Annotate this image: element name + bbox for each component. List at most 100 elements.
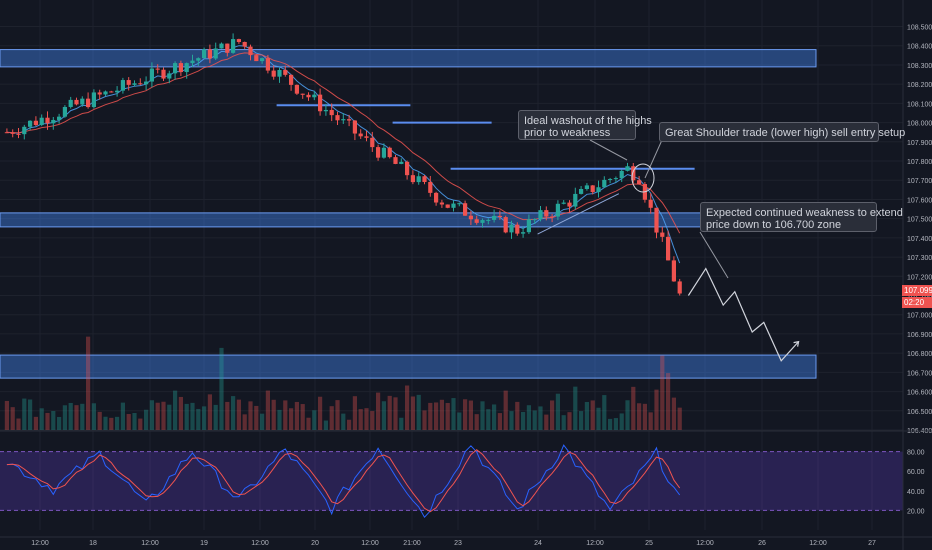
resistance-lines [276, 104, 695, 235]
volume-bar [277, 409, 282, 430]
pointer-washout [589, 139, 628, 161]
volume-bar [167, 404, 172, 430]
time-tick-label: 26 [758, 540, 766, 547]
volume-bar [497, 413, 502, 430]
volume-bar [416, 394, 421, 430]
candle-body [619, 170, 624, 179]
annotation-expected-line-2: price down to 106.700 zone [706, 219, 842, 231]
volume-bar [225, 401, 230, 430]
candle-body [167, 73, 172, 79]
volume-bar [660, 355, 665, 430]
volume-bar [625, 400, 630, 430]
candle-body [434, 192, 439, 203]
annotation-shoulder[interactable]: Great Shoulder trade (lower high) sell e… [659, 122, 905, 142]
candle-body [509, 224, 514, 233]
stoch-tick-label: 60.00 [907, 469, 925, 476]
candle-body [660, 232, 665, 237]
volume-bar [341, 413, 346, 430]
candle-body [637, 180, 642, 185]
candle-body [207, 49, 212, 59]
price-tick-label: 107.200 [907, 274, 932, 281]
volume-bar [451, 398, 456, 430]
stoch-tick-label: 80.00 [907, 450, 925, 457]
volume-bar [294, 401, 299, 430]
price-tick-label: 106.700 [907, 370, 932, 377]
volume-bars [4, 336, 682, 430]
volume-bar [544, 414, 549, 430]
volume-bar [602, 395, 607, 430]
volume-bar [596, 407, 601, 430]
candle-body [532, 219, 537, 221]
mid-zone [0, 212, 817, 228]
volume-bar [631, 386, 636, 430]
price-tick-label: 108.200 [907, 82, 932, 89]
volume-bar [642, 403, 647, 430]
volume-bar [666, 373, 671, 430]
candle-body [196, 58, 201, 61]
candle-body [358, 133, 363, 137]
candle-body [138, 83, 143, 85]
candle-body [51, 119, 56, 124]
time-tick-label: 12:00 [586, 540, 604, 547]
candle-body [439, 202, 444, 205]
candle-body [10, 132, 15, 134]
candle-body [526, 219, 531, 233]
volume-bar [51, 411, 56, 430]
candle-body [80, 98, 85, 105]
volume-bar [370, 411, 375, 430]
candle-body [376, 147, 381, 158]
candle-body [445, 204, 450, 208]
candle-body [567, 202, 572, 207]
volume-bar [115, 416, 120, 430]
volume-bar [57, 416, 62, 430]
volume-bar [161, 401, 166, 430]
candle-body [573, 193, 578, 207]
volume-bar [231, 396, 236, 430]
volume-bar [306, 417, 311, 430]
countdown-tag: 02:20 [902, 297, 932, 308]
candle-body [74, 99, 79, 105]
candle-body [312, 94, 317, 98]
candle-body [86, 98, 91, 108]
candle-body [289, 74, 294, 85]
candle-body [45, 117, 50, 124]
candle-body [271, 70, 276, 77]
volume-bar [271, 399, 276, 430]
price-tick-label: 106.800 [907, 351, 932, 358]
candle-body [596, 187, 601, 193]
annotation-expected-line-1: Expected continued weakness to extend [706, 207, 903, 219]
target-zone [0, 354, 817, 379]
annotation-expected[interactable]: Expected continued weakness to extend pr… [700, 202, 903, 232]
volume-bar [637, 403, 642, 430]
candle-body [329, 109, 334, 116]
volume-bar [33, 416, 38, 430]
volume-bar [648, 412, 653, 430]
candle-body [341, 119, 346, 121]
candle-body [463, 203, 468, 216]
pointer-expected [699, 231, 729, 279]
volume-bar [561, 415, 566, 430]
volume-bar [248, 401, 253, 430]
candle-body [294, 84, 299, 94]
volume-bar [97, 411, 102, 430]
volume-bar [323, 420, 328, 430]
price-tick-label: 108.400 [907, 44, 932, 51]
volume-bar [526, 405, 531, 430]
candle-body [497, 215, 502, 218]
volume-bar [434, 402, 439, 430]
candle-body [144, 81, 149, 85]
volume-bar [555, 393, 560, 430]
candle-body [457, 203, 462, 205]
volume-bar [573, 386, 578, 430]
candle-body [422, 176, 427, 182]
candle-body [68, 99, 73, 107]
annotation-washout[interactable]: Ideal washout of the highs prior to weak… [518, 110, 652, 140]
trendline [537, 193, 620, 235]
candle-body [132, 83, 137, 85]
projection-arrowhead [793, 340, 800, 347]
price-tick-label: 107.900 [907, 140, 932, 147]
price-tick-label: 106.900 [907, 332, 932, 339]
volume-bar [10, 407, 15, 430]
